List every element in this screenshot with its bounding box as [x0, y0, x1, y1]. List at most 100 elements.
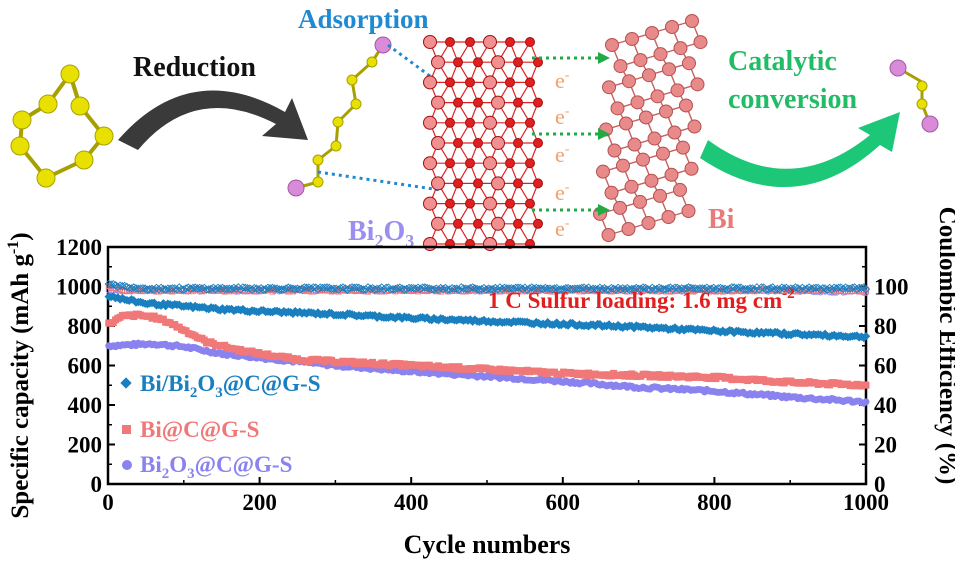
catalytic-label: Catalytic — [728, 46, 837, 77]
electron-label: e- — [555, 180, 570, 205]
oxygen-atom — [473, 178, 483, 189]
sulfur-atom — [350, 98, 362, 110]
polysulfide-chain-icon — [287, 36, 392, 197]
sulfur-atom — [346, 74, 358, 86]
sulfur-atom — [366, 56, 378, 68]
ce-point — [195, 283, 204, 293]
sulfur-atom — [70, 96, 90, 116]
sulfur-atom — [38, 94, 58, 114]
sulfur-atom — [332, 116, 344, 128]
ce-point — [165, 284, 175, 293]
oxygen-atom — [513, 138, 523, 148]
ce-point — [136, 284, 145, 293]
bismuth-atom — [690, 77, 705, 92]
ce-point — [288, 284, 298, 293]
bismuth-atom — [616, 158, 630, 173]
electron-label: e- — [555, 104, 570, 129]
bismuth-atom — [423, 115, 437, 130]
y-tick-label: 800 — [68, 314, 103, 339]
ce-point — [511, 283, 520, 293]
ce-point — [750, 285, 759, 294]
ce-point — [320, 283, 329, 292]
ce-point — [115, 281, 125, 290]
ce-point — [568, 284, 577, 294]
ce-point — [104, 279, 113, 289]
bismuth-atom — [605, 38, 619, 52]
bismuth-atom — [662, 62, 676, 77]
bismuth-atom — [679, 98, 693, 113]
ce-point — [236, 285, 245, 294]
lithium-atom — [921, 115, 939, 133]
sulfur-atom — [10, 136, 30, 156]
ce-point — [377, 283, 386, 292]
oxygen-atom — [473, 218, 483, 229]
electron-label: e- — [555, 68, 570, 93]
bi-crystal-icon — [593, 14, 708, 242]
bismuth-atom — [619, 116, 633, 131]
oxygen-atom — [525, 117, 535, 128]
bismuth-atom — [483, 237, 497, 251]
ce-point — [404, 283, 414, 293]
bismuth-atom — [641, 216, 656, 230]
oxygen-atom — [465, 77, 475, 88]
bismuth-atom — [685, 14, 699, 28]
bismuth-atom — [483, 196, 497, 211]
ce-point — [266, 284, 275, 293]
oxygen-atom — [505, 77, 515, 88]
adsorption-label: Adsorption — [298, 4, 429, 34]
y2-axis-label: Coulombic Efficiency (%) — [934, 207, 955, 485]
product-molecule-icon — [889, 59, 939, 133]
electron-label: e- — [555, 142, 570, 167]
catalytic-arrow-icon — [700, 112, 900, 188]
bismuth-atom — [633, 194, 647, 209]
bismuth-atom — [423, 75, 437, 90]
ce-point — [163, 284, 173, 293]
bismuth-atom — [682, 56, 696, 71]
y-tick-label: 1200 — [56, 235, 102, 260]
ce-point — [234, 283, 243, 292]
ce-point — [811, 283, 821, 292]
oxygen-atom — [453, 218, 463, 229]
bismuth-atom — [639, 110, 653, 125]
ce-point — [472, 284, 482, 294]
legend-entry-bi-bi2o3: Bi/Bi2O3@C@G-S — [120, 371, 321, 401]
ce-point — [263, 283, 273, 292]
ce-point — [502, 284, 511, 293]
bismuth-atom — [622, 74, 636, 89]
bismuth-atom — [661, 210, 676, 224]
bismuth-atom — [687, 119, 702, 134]
bismuth-atom — [625, 32, 639, 46]
bismuth-atom — [431, 55, 445, 70]
bismuth-atom — [613, 59, 628, 74]
y-axis-label: Specific capacity (mAh g-1) — [5, 232, 34, 518]
x-tick-label: 400 — [394, 490, 429, 515]
x-tick-label: 800 — [697, 490, 732, 515]
oxygen-atom — [445, 198, 455, 209]
s8-ring-molecule-icon — [10, 64, 114, 188]
oxygen-atom — [533, 178, 543, 189]
oxygen-atom — [453, 138, 463, 148]
y2-tick-label: 0 — [874, 472, 886, 497]
ce-point — [131, 284, 141, 293]
oxygen-atom — [533, 218, 543, 229]
oxygen-atom — [533, 97, 543, 108]
bismuth-atom — [431, 216, 445, 231]
bismuth-atom — [627, 137, 642, 152]
bismuth-atom — [431, 176, 445, 191]
bismuth-atom — [667, 125, 682, 140]
x-tick-label: 0 — [102, 490, 114, 515]
legend-label-bi: Bi@C@G-S — [140, 417, 259, 443]
bismuth-atom — [601, 228, 616, 242]
ce-point — [686, 283, 696, 293]
bismuth-atom — [596, 164, 610, 179]
legend-entry-bi: Bi@C@G-S — [122, 417, 259, 443]
ce-point — [259, 285, 268, 294]
ce-point — [529, 284, 539, 293]
sulfur-atom — [12, 110, 32, 130]
oxygen-atom — [525, 158, 535, 169]
y-tick-label: 600 — [68, 354, 103, 379]
electron-arrowhead-icon — [598, 204, 610, 216]
series-layer — [104, 279, 871, 407]
bismuth-atom — [673, 41, 688, 56]
